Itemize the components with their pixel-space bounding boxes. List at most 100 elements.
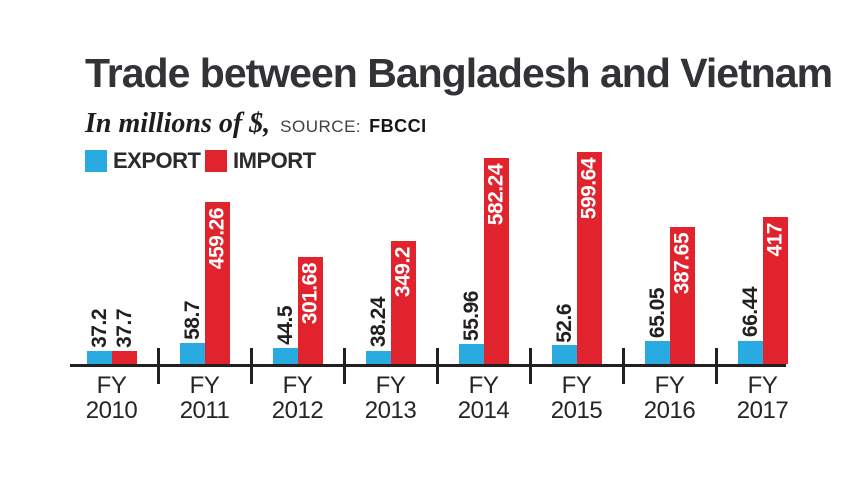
x-tick-prefix: FY xyxy=(654,372,685,399)
import-value-label: 582.24 xyxy=(484,164,508,226)
axis-tick xyxy=(715,348,718,384)
export-bar xyxy=(179,343,205,364)
import-bar-col: 37.7 xyxy=(111,309,137,364)
units-subtitle: In millions of $, xyxy=(85,108,271,139)
import-bar: 387.65 xyxy=(669,227,695,364)
import-bar: 417 xyxy=(762,216,788,364)
import-value-label: 417 xyxy=(763,222,787,257)
legend-label-import: IMPORT xyxy=(233,148,316,173)
legend-item-import: IMPORT xyxy=(205,148,316,174)
x-tick-year: 2012 xyxy=(271,397,324,424)
x-tick-label-fy2014: FY 2014 xyxy=(437,373,530,423)
x-tick-prefix: FY xyxy=(747,372,778,399)
x-tick-year: 2015 xyxy=(550,397,603,424)
legend-item-export: EXPORT xyxy=(85,148,201,174)
import-value-label: 387.65 xyxy=(670,233,694,295)
import-swatch-icon xyxy=(205,150,227,172)
bar-group-fy2017: 66.44 417 xyxy=(716,152,809,364)
export-bar-col: 58.7 xyxy=(179,301,205,364)
x-tick-year: 2010 xyxy=(85,397,138,424)
x-tick-label-fy2017: FY 2017 xyxy=(716,373,809,423)
import-bar xyxy=(111,350,137,364)
x-tick-prefix: FY xyxy=(189,372,220,399)
x-tick-prefix: FY xyxy=(282,372,313,399)
export-value-label: 65.05 xyxy=(645,287,669,338)
export-bar xyxy=(551,345,577,364)
import-bar-col: 459.26 xyxy=(204,201,230,364)
x-axis-line xyxy=(70,364,786,367)
import-bar-col: 349.2 xyxy=(390,240,416,364)
export-bar xyxy=(86,350,112,364)
axis-tick xyxy=(250,348,253,384)
x-tick-label-fy2011: FY 2011 xyxy=(158,373,251,423)
export-value-label: 58.7 xyxy=(180,301,204,341)
import-value-label: 459.26 xyxy=(205,207,229,269)
import-bar: 349.2 xyxy=(390,240,416,364)
x-tick-year: 2016 xyxy=(643,397,696,424)
axis-tick xyxy=(343,348,346,384)
import-bar-col: 599.64 xyxy=(576,152,602,364)
axis-tick xyxy=(622,348,625,384)
import-value-label: 349.2 xyxy=(391,246,415,297)
x-tick-year: 2017 xyxy=(736,397,789,424)
subtitle-row: In millions of $, SOURCE: FBCCI xyxy=(85,108,427,140)
bar-group-fy2012: 44.5 301.68 xyxy=(251,152,344,364)
x-tick-label-fy2010: FY 2010 xyxy=(65,373,158,423)
axis-tick xyxy=(157,348,160,384)
x-axis-labels: FY 2010 FY 2011 FY 2012 FY 2013 FY 2014 FY 2015 FY 20… xyxy=(65,373,809,423)
x-tick-label-fy2015: FY 2015 xyxy=(530,373,623,423)
export-bar-col: 38.24 xyxy=(365,297,391,364)
source-value: FBCCI xyxy=(369,116,427,136)
export-value-label: 52.6 xyxy=(552,303,576,343)
legend-label-export: EXPORT xyxy=(113,148,201,173)
export-swatch-icon xyxy=(85,150,107,172)
export-bar-col: 65.05 xyxy=(644,287,670,364)
export-value-label: 55.96 xyxy=(459,291,483,342)
import-bar-col: 301.68 xyxy=(297,257,323,364)
x-tick-label-fy2013: FY 2013 xyxy=(344,373,437,423)
x-tick-prefix: FY xyxy=(96,372,127,399)
export-value-label: 66.44 xyxy=(738,287,762,338)
import-bar-col: 387.65 xyxy=(669,227,695,364)
bar-chart: 37.2 37.7 58.7 459.26 44.5 301.68 38.24 349.2 55… xyxy=(65,152,809,423)
x-tick-label-fy2012: FY 2012 xyxy=(251,373,344,423)
export-bar-col: 44.5 xyxy=(272,306,298,364)
axis-tick xyxy=(529,348,532,384)
x-tick-year: 2013 xyxy=(364,397,417,424)
import-bar: 459.26 xyxy=(204,201,230,364)
export-bar-col: 55.96 xyxy=(458,291,484,364)
import-value-label: 599.64 xyxy=(577,158,601,220)
bar-group-fy2010: 37.2 37.7 xyxy=(65,152,158,364)
import-bar-col: 582.24 xyxy=(483,158,509,364)
import-bar: 582.24 xyxy=(483,158,509,364)
export-bar xyxy=(458,344,484,364)
export-bar xyxy=(644,341,670,364)
x-tick-prefix: FY xyxy=(468,372,499,399)
x-tick-prefix: FY xyxy=(561,372,592,399)
bar-group-fy2015: 52.6 599.64 xyxy=(530,152,623,364)
bars-row: 37.2 37.7 58.7 459.26 44.5 301.68 38.24 349.2 55… xyxy=(65,152,809,364)
export-bar xyxy=(365,350,391,364)
import-bar: 599.64 xyxy=(576,152,602,364)
export-bar xyxy=(737,340,763,364)
bar-group-fy2016: 65.05 387.65 xyxy=(623,152,716,364)
x-tick-year: 2011 xyxy=(179,397,230,424)
import-value-label: 301.68 xyxy=(298,263,322,325)
export-bar-col: 66.44 xyxy=(737,287,763,364)
import-bar-col: 417 xyxy=(762,216,788,364)
export-bar-col: 52.6 xyxy=(551,303,577,364)
export-bar-col: 37.2 xyxy=(86,309,112,364)
x-tick-year: 2014 xyxy=(457,397,510,424)
x-tick-prefix: FY xyxy=(375,372,406,399)
page-title: Trade between Bangladesh and Vietnam xyxy=(85,50,833,96)
x-tick-label-fy2016: FY 2016 xyxy=(623,373,716,423)
import-bar: 301.68 xyxy=(297,257,323,364)
export-value-label: 44.5 xyxy=(273,306,297,346)
source-label: SOURCE: xyxy=(280,117,362,136)
axis-tick xyxy=(436,348,439,384)
bar-group-fy2014: 55.96 582.24 xyxy=(437,152,530,364)
export-value-label: 38.24 xyxy=(366,297,390,348)
bar-group-fy2011: 58.7 459.26 xyxy=(158,152,251,364)
export-value-label: 37.2 xyxy=(87,309,111,348)
